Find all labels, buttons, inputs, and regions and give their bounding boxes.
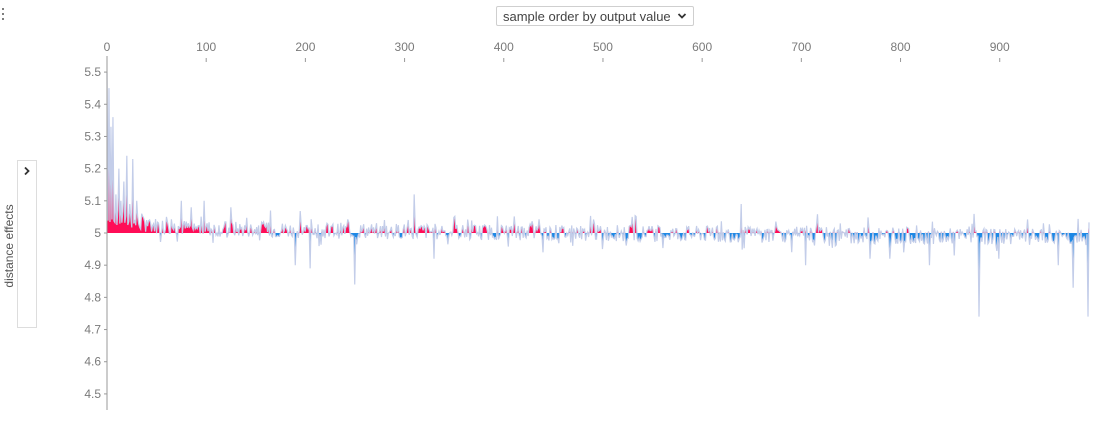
output-value-line	[106, 72, 1090, 317]
y-tick-label: 4.7	[84, 323, 101, 337]
x-tick-label: 500	[593, 40, 613, 54]
sample-order-select[interactable]: sample order by output value	[496, 6, 694, 26]
y-tick-label: 5.2	[84, 162, 101, 176]
y-axis-label-select[interactable]	[17, 160, 37, 328]
y-tick-label: 5.4	[84, 97, 101, 111]
y-tick-label: 5.5	[84, 65, 101, 79]
y-tick-label: 4.9	[84, 258, 101, 272]
chevron-right-icon	[24, 166, 30, 176]
positive-effect-area	[107, 72, 1089, 233]
x-tick-label: 200	[295, 40, 315, 54]
negative-effect-area	[107, 233, 1089, 317]
x-tick-label: 400	[494, 40, 514, 54]
x-tick-label: 800	[891, 40, 911, 54]
y-tick-label: 5.1	[84, 194, 101, 208]
chevron-down-icon	[677, 13, 686, 19]
x-tick-label: 600	[692, 40, 712, 54]
y-tick-label: 4.8	[84, 290, 101, 304]
x-tick-label: 900	[990, 40, 1010, 54]
y-tick-label: 5	[94, 226, 101, 240]
y-tick-label: 5.3	[84, 129, 101, 143]
plot-layer	[106, 72, 1090, 317]
kebab-menu-icon[interactable]	[2, 8, 6, 22]
axes-layer: 4.5 4.6 4.7 4.8 4.9 5 5.1 5.2 5.3 5.4 5.50 100 200 30…	[84, 40, 1010, 410]
x-tick-label: 700	[791, 40, 811, 54]
x-tick-label: 0	[104, 40, 111, 54]
x-tick-label: 100	[196, 40, 216, 54]
y-tick-label: 4.5	[84, 387, 101, 401]
sample-order-select-value: sample order by output value	[503, 8, 671, 24]
y-tick-label: 4.6	[84, 355, 101, 369]
x-tick-label: 300	[395, 40, 415, 54]
